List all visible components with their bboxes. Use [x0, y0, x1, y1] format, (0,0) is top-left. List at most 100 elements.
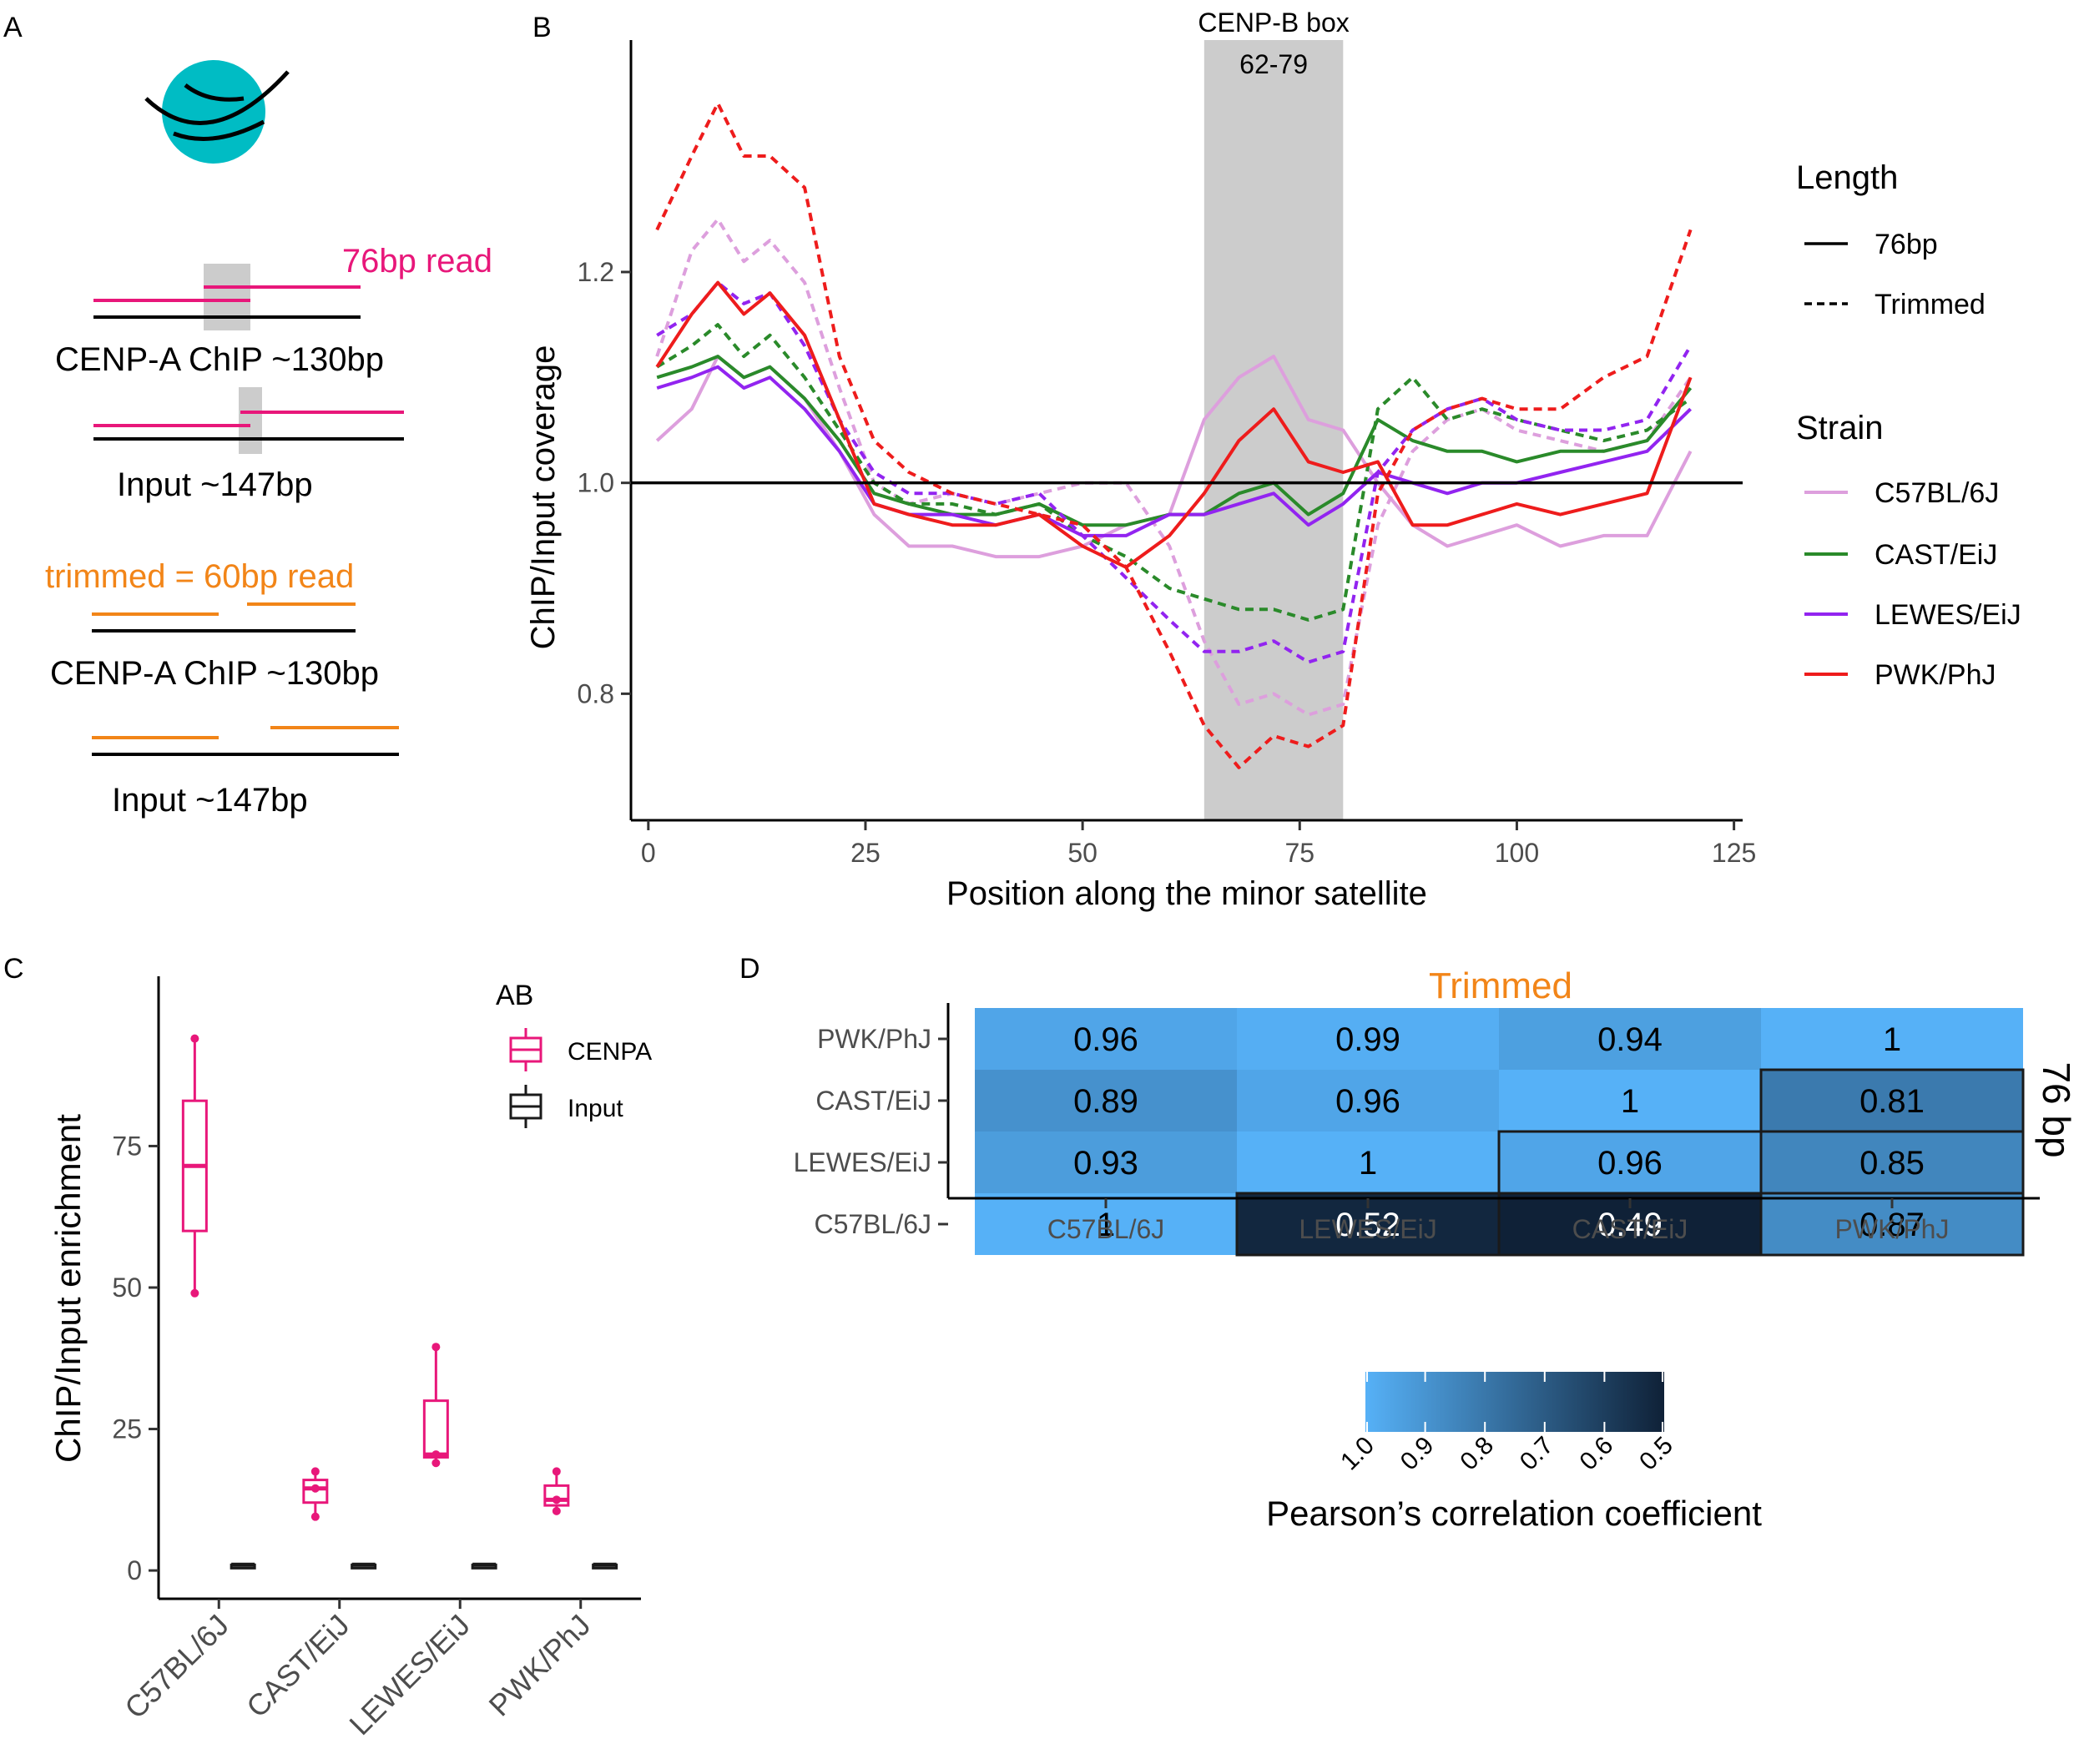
colorbar-tick-label: 0.6 [1575, 1432, 1619, 1476]
data-point [431, 1450, 441, 1459]
d-y-tick-label: PWK/PhJ [817, 1024, 931, 1054]
panel-label-a: A [3, 12, 23, 43]
d-x-tick-label: PWK/PhJ [1835, 1214, 1950, 1244]
d-heatmap-cells: 0.96 0.99 0.94 1 0.89 0.96 1 0.81 0.93 1 0.96 0.85 1… [975, 1008, 2025, 1257]
heatmap-cell-outline [1759, 1192, 2025, 1257]
colorbar-tick-label: 0.7 [1515, 1432, 1559, 1476]
data-point [310, 1467, 320, 1476]
panel-label-b: B [532, 12, 552, 43]
series-line [655, 280, 1693, 569]
overlap-region [204, 264, 250, 330]
box-cenpa [543, 1467, 570, 1515]
legend-length-title: Length [1796, 159, 1898, 196]
colorbar-tick-label: 1.0 [1335, 1432, 1380, 1476]
input-147-label-bottom: Input ~147bp [112, 782, 308, 819]
d-x-tick-label: C57BL/6J [1047, 1214, 1165, 1244]
heatmap-cell [1761, 1131, 2023, 1193]
d-x-tick-label: LEWES/EiJ [1299, 1214, 1436, 1244]
d-title: Trimmed [1429, 965, 1572, 1006]
y-axis-title: ChIP/Input coverage [525, 345, 562, 650]
y-tick-label: 1.0 [578, 468, 614, 498]
heatmap-cell [1237, 1008, 1499, 1070]
c-legend-swatch-cenpa [509, 1028, 542, 1071]
d-x-tick-label: CAST/EiJ [1572, 1214, 1688, 1244]
d-y-tick-label: CAST/EiJ [815, 1086, 931, 1116]
legend-strain-pwk: PWK/PhJ [1875, 659, 1996, 691]
box-input [471, 1562, 497, 1570]
c-y-tick-label: 0 [127, 1555, 142, 1585]
heatmap-cell [975, 1008, 1237, 1070]
heatmap-cell [1499, 1008, 1761, 1070]
legend-strain-lewes: LEWES/EiJ [1875, 599, 2021, 631]
series-line [656, 280, 1693, 664]
c-y-axis-ticks: 0 25 50 75 [112, 1131, 159, 1585]
heatmap-cell [1499, 1131, 1761, 1193]
c-y-tick-label: 75 [112, 1131, 142, 1161]
colorbar-tick-label: 0.5 [1634, 1432, 1678, 1476]
c-y-tick-label: 50 [112, 1273, 142, 1303]
y-tick-label: 0.8 [578, 678, 614, 708]
c-x-tick-label: C57BL/6J [118, 1608, 235, 1726]
read-76-label: 76bp read [342, 243, 492, 280]
heatmap-value: 1 [1621, 1083, 1639, 1120]
c-legend-title: AB [496, 980, 533, 1011]
heatmap-cell [1761, 1008, 2023, 1070]
box-cenpa [422, 1343, 449, 1468]
heatmap-value: 0.96 [1335, 1083, 1400, 1120]
c-y-tick-label: 25 [112, 1414, 142, 1444]
heatmap-value: 1 [1883, 1021, 1901, 1058]
heatmap-value: 0.85 [1859, 1145, 1925, 1182]
panel-label-c: C [3, 953, 24, 985]
heatmap-cell [975, 1131, 1237, 1193]
heatmap-cell [1237, 1131, 1499, 1193]
box-cenpa [302, 1467, 329, 1521]
cenpb-box-region [1203, 40, 1344, 820]
d-y-tick-label: LEWES/EiJ [794, 1147, 931, 1177]
c-legend-swatch-input [509, 1085, 542, 1128]
heatmap-value: 0.94 [1597, 1021, 1663, 1058]
heatmap-cell [1499, 1070, 1761, 1131]
trimmed-read-label: trimmed = 60bp read [45, 558, 354, 595]
colorbar [1365, 1372, 1664, 1432]
chip-130-label-top: CENP-A ChIP ~130bp [55, 341, 384, 378]
overlap-region-input [239, 387, 262, 454]
chip-130-label-bottom: CENP-A ChIP ~130bp [50, 655, 379, 692]
c-x-tick-label: CAST/EiJ [240, 1608, 356, 1724]
x-axis-title: Position along the minor satellite [946, 875, 1427, 912]
heatmap-value: 0.96 [1597, 1145, 1663, 1182]
data-point [310, 1484, 320, 1493]
legend-strain-c57bl: C57BL/6J [1875, 477, 1999, 509]
legend-strain-cast: CAST/EiJ [1875, 539, 1997, 571]
c-y-axis-title: ChIP/Input enrichment [48, 1114, 88, 1463]
x-tick-label: 25 [850, 838, 881, 868]
x-tick-label: 125 [1712, 838, 1756, 868]
cenpb-box-label: CENP-B box [1198, 8, 1349, 38]
y-tick-label: 1.2 [578, 257, 614, 287]
series-line [656, 365, 1692, 537]
data-point [431, 1343, 441, 1352]
panel-a-schematic: 76bp read CENP-A ChIP ~130bp Input ~147b… [45, 60, 492, 819]
data-point [190, 1288, 199, 1298]
heatmap-cell [975, 1070, 1237, 1131]
data-point [552, 1506, 561, 1515]
series-line [655, 217, 1693, 717]
heatmap-value: 0.87 [1859, 1207, 1925, 1243]
box-input [230, 1562, 256, 1570]
c-legend-cenpa: CENPA [568, 1038, 652, 1066]
d-right-label: 76 bp [2035, 1061, 2078, 1157]
data-point [552, 1467, 561, 1476]
panel-b-coverage-chart: CENP-B box 62-79 0 25 50 75 100 125 0.8 1.0 1.2… [525, 8, 2021, 912]
panel-d-heatmap: Trimmed 0.96 0.99 0.94 10.89 0.96 1 0.810.93 1 0… [794, 965, 2078, 1533]
nucleosome-icon [144, 60, 290, 164]
c-legend-input: Input [568, 1095, 623, 1122]
series-line [655, 101, 1693, 769]
box-body [422, 1399, 449, 1459]
colorbar-tick-label: 0.8 [1455, 1432, 1499, 1476]
heatmap-value: 0.93 [1073, 1145, 1138, 1182]
heatmap-value: 1 [1359, 1145, 1377, 1182]
cenpb-box-range: 62-79 [1239, 49, 1308, 79]
c-x-tick-label: LEWES/EiJ [342, 1608, 477, 1742]
y-axis-ticks: 0.8 1.0 1.2 [578, 257, 631, 708]
